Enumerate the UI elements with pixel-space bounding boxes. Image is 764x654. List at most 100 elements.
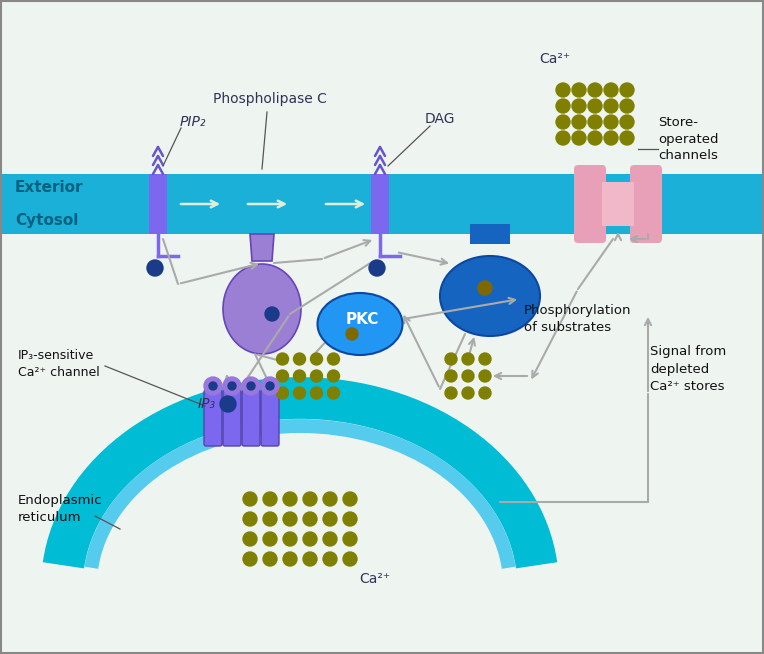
FancyBboxPatch shape: [261, 390, 279, 446]
Circle shape: [343, 552, 357, 566]
Circle shape: [277, 370, 289, 382]
Circle shape: [283, 492, 297, 506]
Ellipse shape: [223, 264, 301, 354]
Circle shape: [228, 382, 236, 390]
Circle shape: [243, 492, 257, 506]
Text: DAG: DAG: [425, 112, 455, 126]
Circle shape: [277, 353, 289, 365]
Circle shape: [293, 370, 306, 382]
Circle shape: [310, 370, 322, 382]
Circle shape: [479, 353, 491, 365]
Circle shape: [243, 552, 257, 566]
Circle shape: [303, 532, 317, 546]
Ellipse shape: [440, 256, 540, 336]
Circle shape: [303, 512, 317, 526]
Circle shape: [556, 131, 570, 145]
Circle shape: [220, 396, 236, 412]
FancyBboxPatch shape: [630, 165, 662, 243]
Circle shape: [604, 115, 618, 129]
FancyBboxPatch shape: [242, 390, 260, 446]
Polygon shape: [250, 234, 274, 261]
Circle shape: [247, 382, 255, 390]
Circle shape: [303, 552, 317, 566]
Text: Exterior: Exterior: [15, 179, 83, 194]
Circle shape: [369, 260, 385, 276]
Circle shape: [343, 512, 357, 526]
Circle shape: [303, 492, 317, 506]
FancyBboxPatch shape: [371, 174, 389, 234]
Circle shape: [462, 370, 474, 382]
Text: IP₃-sensitive
Ca²⁺ channel: IP₃-sensitive Ca²⁺ channel: [18, 349, 100, 379]
Circle shape: [445, 370, 457, 382]
Circle shape: [620, 115, 634, 129]
Circle shape: [588, 115, 602, 129]
Ellipse shape: [318, 293, 403, 355]
Circle shape: [462, 353, 474, 365]
Circle shape: [572, 131, 586, 145]
Circle shape: [283, 532, 297, 546]
Circle shape: [266, 382, 274, 390]
Circle shape: [243, 512, 257, 526]
Circle shape: [283, 552, 297, 566]
FancyBboxPatch shape: [204, 390, 222, 446]
Circle shape: [263, 552, 277, 566]
Circle shape: [263, 492, 277, 506]
Text: Ca²⁺: Ca²⁺: [539, 52, 571, 66]
Circle shape: [346, 328, 358, 340]
Circle shape: [209, 382, 217, 390]
Circle shape: [263, 512, 277, 526]
Circle shape: [620, 131, 634, 145]
Circle shape: [277, 387, 289, 399]
Circle shape: [261, 377, 279, 395]
Circle shape: [263, 532, 277, 546]
Circle shape: [478, 281, 492, 295]
Circle shape: [293, 387, 306, 399]
Text: Cytosol: Cytosol: [15, 213, 79, 228]
Circle shape: [556, 83, 570, 97]
Circle shape: [265, 307, 279, 321]
Text: PIP₂: PIP₂: [180, 115, 206, 129]
Text: Signal from
depleted
Ca²⁺ stores: Signal from depleted Ca²⁺ stores: [650, 345, 727, 392]
Text: IP₃: IP₃: [198, 397, 216, 411]
Circle shape: [343, 532, 357, 546]
FancyBboxPatch shape: [574, 165, 606, 243]
Circle shape: [223, 377, 241, 395]
Circle shape: [343, 492, 357, 506]
FancyBboxPatch shape: [602, 182, 634, 226]
Circle shape: [620, 99, 634, 113]
Circle shape: [572, 99, 586, 113]
FancyBboxPatch shape: [149, 174, 167, 234]
Text: Store-
operated
channels: Store- operated channels: [658, 116, 718, 162]
Circle shape: [620, 83, 634, 97]
Text: Ca²⁺: Ca²⁺: [359, 572, 390, 586]
Circle shape: [572, 115, 586, 129]
Circle shape: [147, 260, 163, 276]
Circle shape: [310, 387, 322, 399]
Circle shape: [323, 552, 337, 566]
FancyBboxPatch shape: [0, 174, 764, 234]
Circle shape: [445, 353, 457, 365]
Circle shape: [283, 512, 297, 526]
FancyBboxPatch shape: [223, 390, 241, 446]
Circle shape: [479, 370, 491, 382]
Circle shape: [572, 83, 586, 97]
Circle shape: [604, 83, 618, 97]
Circle shape: [204, 377, 222, 395]
Circle shape: [445, 387, 457, 399]
Circle shape: [242, 377, 260, 395]
Circle shape: [604, 99, 618, 113]
Circle shape: [328, 387, 339, 399]
Circle shape: [588, 131, 602, 145]
Circle shape: [328, 353, 339, 365]
Circle shape: [323, 512, 337, 526]
Circle shape: [462, 387, 474, 399]
FancyBboxPatch shape: [470, 224, 510, 244]
Text: Phosphorylation
of substrates: Phosphorylation of substrates: [524, 304, 632, 334]
Text: Phospholipase C: Phospholipase C: [213, 92, 327, 106]
Circle shape: [588, 99, 602, 113]
Circle shape: [588, 83, 602, 97]
Circle shape: [323, 492, 337, 506]
Text: PKC: PKC: [345, 313, 379, 328]
Circle shape: [556, 99, 570, 113]
Circle shape: [479, 387, 491, 399]
